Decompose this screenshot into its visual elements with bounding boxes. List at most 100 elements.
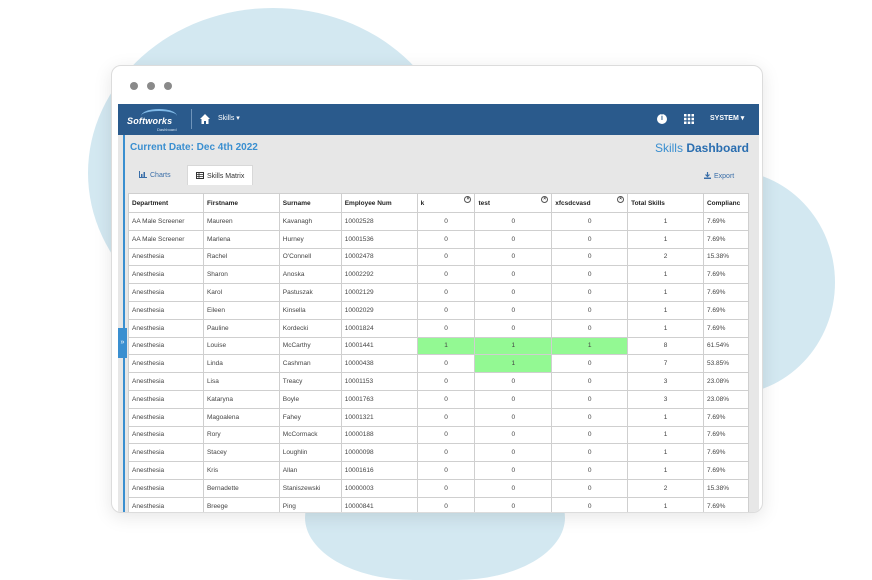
table-cell: 0 [551,283,629,302]
matrix-table: Department Firstname Surname Employee Num k ×… [128,193,749,512]
table-row[interactable]: Anesthesia Kataryna Boyle 10001763 0 0 0 3 23.08… [128,389,749,409]
sidebar-edge [123,135,125,512]
table-cell: 7.69% [702,318,749,338]
table-row[interactable]: Anesthesia Lisa Treacy 10001153 0 0 0 3 23.08% [128,372,749,391]
table-row[interactable]: Anesthesia Linda Cashman 10000438 0 1 0 7 53.85% [128,354,749,374]
column-header[interactable]: Total Skills [627,193,704,213]
table-cell: Cashman [278,354,342,374]
table-cell: Pauline [202,318,280,338]
table-cell: 0 [474,212,553,231]
table-cell: 7 [627,354,704,374]
table-row[interactable]: Anesthesia Stacey Loughlin 10000098 0 0 0 1 7.69… [128,443,749,463]
column-header[interactable]: Department [128,193,204,213]
table-cell: 7.69% [702,283,749,302]
navbar-divider [191,109,192,129]
window-dot[interactable] [147,82,155,90]
table-row[interactable]: AA Male Screener Marlena Hurney 10001536 0 0 0… [128,229,749,249]
window-dot[interactable] [164,82,172,90]
export-label: Export [714,173,735,180]
table-cell: Anesthesia [128,407,204,427]
table-cell: 0 [416,212,476,231]
window-dot[interactable] [130,82,138,90]
table-row[interactable]: Anesthesia Louise McCarthy 10001441 1 1 1 8 61.5… [128,336,749,356]
table-row[interactable]: Anesthesia Bernadette Staniszewski 10000003… [128,478,749,498]
table-cell: 0 [551,443,629,463]
tab-label: Charts [150,172,171,179]
table-cell: Anesthesia [128,389,204,409]
tab-skills-matrix[interactable]: Skills Matrix [187,165,254,185]
table-row[interactable]: Anesthesia Rory McCormack 10000188 0 0 0 1 7.69% [128,425,749,445]
table-row[interactable]: Anesthesia Pauline Kordecki 10001824 0 0 0 1 7.6… [128,318,749,338]
page-title-light: Skills [654,141,683,155]
table-cell: 7.69% [702,212,749,231]
column-header[interactable]: xfcsdcvasd × [551,193,629,213]
table-cell: 10000188 [340,425,418,445]
table-cell: 0 [416,496,476,512]
table-cell: 0 [416,283,476,302]
table-cell: 0 [474,318,553,338]
table-cell: 0 [416,265,476,285]
export-button[interactable]: Export [704,172,734,180]
table-cell: 0 [416,300,476,320]
apps-grid-icon[interactable] [684,114,694,124]
tab-charts[interactable]: Charts [131,165,179,185]
app: Softworks Dashboard Skills ▾ i SYSTEM ▾ … [118,104,759,512]
column-header[interactable]: test × [474,193,553,213]
table-cell: 3 [627,372,704,391]
remove-column-icon[interactable]: × [617,196,625,203]
logo-text: Softworks [127,116,173,126]
table-cell: Marlena [202,229,280,249]
softworks-logo[interactable]: Softworks Dashboard [127,109,187,132]
table-cell: Anesthesia [128,443,204,463]
table-cell: 10001536 [340,229,418,249]
table-cell: 0 [551,389,629,409]
column-header[interactable]: Employee Num [340,193,418,213]
remove-column-icon[interactable]: × [464,196,472,203]
table-row[interactable]: AA Male Screener Maureen Kavanagh 10002528 0… [128,212,749,231]
table-cell: 0 [474,229,553,249]
table-cell: Kavanagh [278,212,342,231]
table-cell: Linda [202,354,280,374]
column-header[interactable]: Complianc [702,193,749,213]
table-cell: 0 [474,300,553,320]
table-cell: 0 [551,265,629,285]
skills-matrix-table: Department Firstname Surname Employee Num k ×… [128,193,749,512]
table-cell: Kris [202,461,280,480]
page-title: Skills Dashboard [655,141,749,155]
table-cell: 7.69% [702,425,749,445]
skills-menu[interactable]: Skills ▾ [218,115,240,122]
table-cell: Eileen [202,300,280,320]
table-cell: AA Male Screener [128,229,204,249]
table-cell: 7.69% [702,300,749,320]
table-cell: Maureen [202,212,280,231]
table-cell: 1 [416,336,476,356]
remove-column-icon[interactable]: × [541,196,549,203]
table-cell: Anesthesia [128,372,204,391]
system-menu[interactable]: SYSTEM ▾ [710,115,745,122]
logo-arc [141,109,177,123]
home-icon[interactable] [199,113,211,125]
table-row[interactable]: Anesthesia Karol Pastuszak 10002129 0 0 0 1 7.69… [128,283,749,302]
table-row[interactable]: Anesthesia Breege Ping 10000841 0 0 0 1 7.69% [128,496,749,512]
table-cell: 0 [551,407,629,427]
sidebar-toggle-button[interactable]: » [118,328,127,358]
table-cell: Kordecki [278,318,342,338]
table-row[interactable]: Anesthesia Rachel O'Connell 10002478 0 0 0 2 15.… [128,247,749,267]
table-cell: McCormack [278,425,342,445]
table-cell: Kinsella [278,300,342,320]
column-header[interactable]: Firstname [202,193,280,213]
table-row[interactable]: Anesthesia Eileen Kinsella 10002029 0 0 0 1 7.69… [128,300,749,320]
table-row[interactable]: Anesthesia Sharon Anoska 10002292 0 0 0 1 7.69% [128,265,749,285]
table-cell: 1 [627,265,704,285]
table-cell: 0 [416,478,476,498]
table-cell: 0 [551,229,629,249]
info-icon[interactable]: i [657,114,667,124]
table-row[interactable]: Anesthesia Magoalena Fahey 10001321 0 0 0 1 7.69… [128,407,749,427]
column-header[interactable]: Surname [278,193,342,213]
table-cell: Boyle [278,389,342,409]
table-cell: 10002478 [340,247,418,267]
table-row[interactable]: Anesthesia Kris Allan 10001616 0 0 0 1 7.69% [128,461,749,480]
column-header[interactable]: k × [416,193,476,213]
table-cell: Allan [278,461,342,480]
